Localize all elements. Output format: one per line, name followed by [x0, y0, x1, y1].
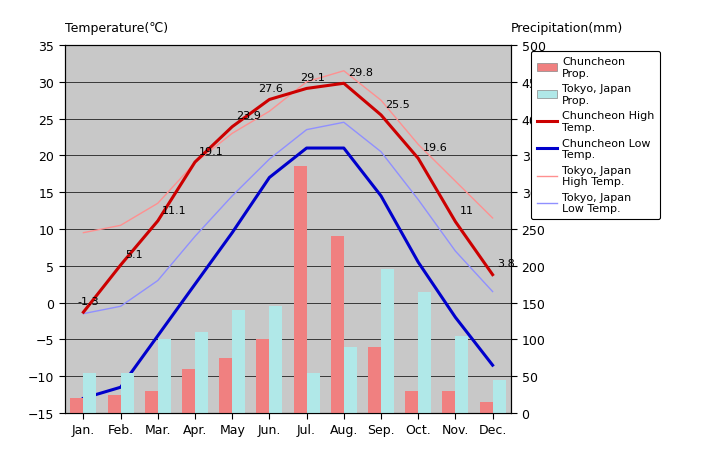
Legend: Chuncheon
Prop., Tokyo, Japan
Prop., Chuncheon High
Temp., Chuncheon Low
Temp., : Chuncheon Prop., Tokyo, Japan Prop., Chu…: [531, 51, 660, 219]
Bar: [368, 347, 381, 413]
Bar: [307, 373, 320, 413]
Bar: [442, 391, 455, 413]
Bar: [330, 237, 344, 413]
Bar: [492, 380, 505, 413]
Text: 19.6: 19.6: [423, 143, 447, 153]
Bar: [71, 398, 84, 413]
Text: Precipitation(mm): Precipitation(mm): [511, 22, 624, 35]
Text: 25.5: 25.5: [385, 99, 410, 109]
Bar: [158, 340, 171, 413]
Text: 19.1: 19.1: [199, 146, 224, 157]
Text: 29.1: 29.1: [300, 73, 325, 83]
Text: 5.1: 5.1: [125, 249, 143, 259]
Text: 29.8: 29.8: [348, 68, 373, 78]
Bar: [418, 292, 431, 413]
Bar: [107, 395, 120, 413]
Bar: [294, 167, 307, 413]
Text: 3.8: 3.8: [497, 259, 515, 269]
Bar: [480, 402, 492, 413]
Text: -1.3: -1.3: [78, 296, 99, 306]
Text: 11.1: 11.1: [162, 205, 186, 215]
Bar: [381, 270, 394, 413]
Bar: [405, 391, 418, 413]
Text: 23.9: 23.9: [236, 111, 261, 121]
Text: Temperature(℃): Temperature(℃): [65, 22, 168, 35]
Bar: [232, 310, 246, 413]
Bar: [269, 307, 282, 413]
Bar: [84, 373, 96, 413]
Bar: [121, 373, 134, 413]
Bar: [455, 336, 469, 413]
Bar: [145, 391, 158, 413]
Bar: [195, 332, 208, 413]
Bar: [256, 340, 269, 413]
Bar: [219, 358, 232, 413]
Text: 11: 11: [459, 206, 474, 216]
Bar: [344, 347, 357, 413]
Text: 27.6: 27.6: [258, 84, 283, 94]
Bar: [182, 369, 195, 413]
